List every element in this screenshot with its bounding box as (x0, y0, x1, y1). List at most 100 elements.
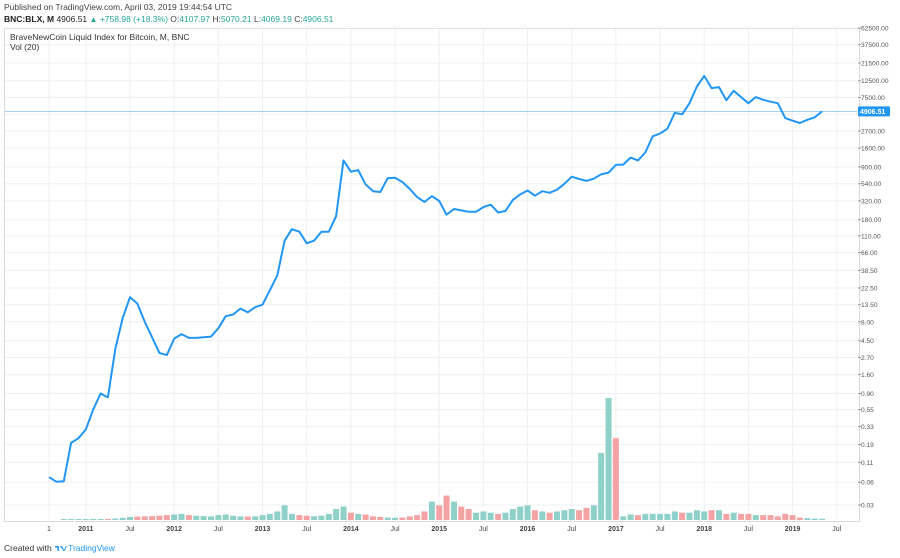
last-price-tag (858, 106, 890, 117)
y-tick-label: 4.50 (861, 338, 874, 345)
volume-bar (347, 512, 354, 520)
volume-bar (502, 512, 509, 520)
volume-bar (436, 505, 443, 520)
volume-bar (193, 515, 200, 520)
volume-bar (149, 516, 156, 520)
volume-bar (458, 506, 465, 520)
volume-bar (97, 519, 104, 520)
y-tick-label: 1600.00 (861, 146, 885, 153)
volume-bar (259, 515, 266, 520)
y-tick-label: 0.06 (861, 480, 874, 487)
volume-bar (480, 511, 487, 520)
published-line: Published on TradingView.com, April 03, … (4, 2, 233, 12)
x-tick-label: Jul (656, 526, 665, 533)
volume-bar (598, 452, 605, 520)
volume-bar (208, 516, 215, 520)
up-triangle-icon: ▲ (89, 15, 98, 24)
volume-bar (657, 513, 664, 520)
volume-bar (237, 516, 244, 520)
volume-bar (524, 505, 531, 520)
volume-bar (230, 515, 237, 520)
open-value: 4107.97 (179, 14, 210, 24)
y-tick-label: 21500.00 (861, 60, 889, 67)
volume-bar (583, 507, 590, 520)
x-tick-label: 2014 (343, 526, 359, 533)
y-tick-label: 2.70 (861, 355, 874, 362)
volume-bar (450, 501, 457, 520)
close-label: C: (294, 14, 303, 24)
volume-bar (642, 513, 649, 520)
volume-bar (679, 512, 686, 520)
y-tick-label: 8.00 (861, 319, 874, 326)
y-tick-label: 180.00 (861, 217, 882, 224)
volume-bar (296, 515, 303, 520)
x-tick-label: Jul (302, 526, 311, 533)
volume-bar (568, 509, 575, 520)
volume-bar (715, 510, 722, 520)
y-tick-label: 0.11 (861, 460, 874, 467)
volume-bar (266, 513, 273, 520)
y-tick-label: 2700.00 (861, 128, 885, 135)
y-tick-label: 7500.00 (861, 95, 885, 102)
series-title: BraveNewCoin Liquid Index for Bitcoin, M… (10, 32, 190, 42)
x-tick-label: Jul (126, 526, 135, 533)
tradingview-brand[interactable]: TradingView (68, 543, 115, 553)
volume-bar (156, 515, 163, 520)
volume-bar (723, 513, 730, 520)
volume-bar (68, 518, 75, 520)
y-tick-label: 12500.00 (861, 78, 889, 85)
symbol-label: BNC:BLX, M (4, 14, 55, 24)
last-value: 4906.51 (56, 14, 88, 24)
x-tick-label: Jul (832, 526, 841, 533)
chart-frame[interactable] (4, 28, 860, 522)
volume-bar (362, 514, 369, 520)
y-tick-label: 540.00 (861, 181, 882, 188)
volume-bar (760, 515, 767, 520)
volume-bar (811, 518, 818, 520)
price-series-line (48, 74, 823, 483)
volume-bar (75, 519, 82, 520)
quote-line: BNC:BLX, M 4906.51 ▲ +758.98 (+18.3%) O:… (4, 14, 333, 24)
volume-bar (473, 512, 480, 520)
y-tick-label: 66.00 (861, 250, 878, 257)
y-tick-label: 0.03 (861, 502, 874, 509)
volume-bar (178, 513, 185, 520)
volume-bar (546, 512, 553, 520)
y-tick-label: 0.19 (861, 442, 874, 449)
volume-bar (119, 517, 126, 520)
volume-bar (288, 513, 295, 520)
volume-bar (428, 501, 435, 520)
volume-bar (104, 519, 111, 520)
close-value: 4906.51 (302, 14, 334, 24)
volume-bar (819, 518, 825, 520)
x-tick-label: Jul (479, 526, 488, 533)
volume-bar (605, 398, 612, 520)
volume-bar (215, 515, 222, 520)
volume-bar (127, 516, 134, 520)
volume-bar (634, 515, 641, 520)
volume-bar (377, 516, 384, 520)
volume-indicator-label: Vol (20) (10, 42, 40, 52)
volume-bar (509, 509, 516, 520)
volume-bar (590, 505, 597, 520)
volume-bar (90, 519, 97, 520)
low-label: L: (253, 14, 262, 24)
volume-bar (782, 513, 789, 520)
volume-bar (774, 516, 781, 520)
x-tick-label: Jul (567, 526, 576, 533)
open-label: O: (170, 14, 180, 24)
y-tick-label: 900.00 (861, 164, 882, 171)
volume-bar (539, 511, 546, 520)
volume-bar (745, 513, 752, 520)
x-tick-label: 2013 (255, 526, 271, 533)
volume-bar (531, 510, 538, 520)
change-value: +758.98 (+18.3%) (99, 14, 168, 24)
volume-bar (340, 506, 347, 520)
volume-bar (252, 516, 259, 520)
y-tick-label: 0.33 (861, 424, 874, 431)
volume-bar (487, 512, 494, 520)
last-price-tag-label: 4906.51 (860, 109, 885, 116)
volume-bar (708, 510, 715, 520)
high-value: 5070.21 (220, 14, 252, 24)
chart-svg[interactable]: 62500.00 37500.00 21500.00 12500.00 7500.00 4… (0, 0, 900, 540)
